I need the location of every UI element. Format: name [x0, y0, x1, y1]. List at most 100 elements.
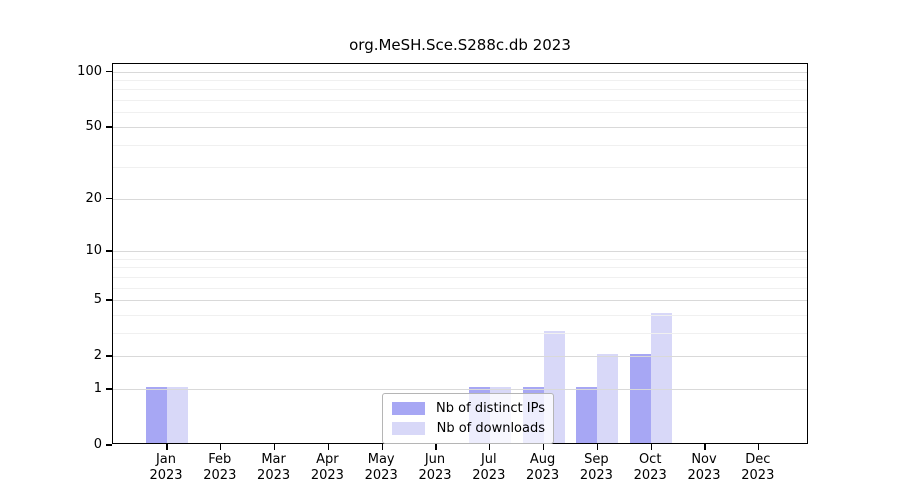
bar-downloads-sep [597, 354, 619, 443]
major-gridline [113, 71, 807, 73]
major-gridline [113, 300, 807, 302]
month-label: Jul [480, 452, 497, 467]
year-label: 2023 [472, 468, 506, 483]
x-axis-tick [381, 444, 383, 450]
y-axis-tick [106, 388, 112, 390]
x-tick-label-apr: Apr 2023 [297, 452, 357, 484]
month-label: Aug [529, 452, 556, 467]
x-tick-label-nov: Nov 2023 [674, 452, 734, 484]
y-axis-tick [106, 197, 112, 200]
month-label: Dec [745, 452, 771, 467]
x-axis-tick [596, 444, 599, 450]
grid-layer [113, 64, 807, 443]
y-axis-tick [106, 126, 112, 128]
legend-label-distinct-ips: Nb of distinct IPs [436, 401, 545, 416]
minor-gridline [113, 267, 807, 269]
x-tick-label-jan: Jan 2023 [136, 452, 196, 484]
legend-swatch-distinct-ips [392, 402, 425, 415]
plot-area: Nb of distinct IPs Nb of downloads [106, 63, 808, 450]
y-tick-label: 20 [85, 190, 102, 206]
legend-row-distinct-ips: Nb of distinct IPs [392, 400, 545, 417]
x-axis-tick [435, 444, 437, 450]
month-label: Oct [638, 452, 662, 467]
minor-gridline [113, 314, 807, 316]
year-label: 2023 [579, 468, 613, 483]
y-tick-label: 10 [85, 242, 102, 258]
year-label: 2023 [203, 468, 237, 483]
year-label: 2023 [418, 468, 452, 483]
minor-gridline [113, 80, 807, 82]
x-axis-tick [220, 444, 222, 450]
bar-downloads-oct [651, 312, 673, 443]
x-tick-label-jul: Jul 2023 [459, 452, 519, 484]
minor-gridline [113, 167, 807, 169]
month-label: Nov [691, 452, 717, 467]
month-label: Feb [208, 452, 232, 467]
y-tick-label: 0 [93, 437, 102, 452]
minor-gridline [113, 332, 807, 334]
y-tick-label: 100 [77, 63, 102, 79]
x-tick-label-sep: Sep 2023 [566, 452, 626, 484]
year-label: 2023 [257, 468, 291, 483]
month-label: Jun [424, 452, 446, 467]
x-tick-label-feb: Feb 2023 [190, 452, 250, 484]
minor-gridline [113, 287, 807, 289]
minor-gridline [113, 258, 807, 260]
major-gridline [113, 388, 807, 390]
minor-gridline [113, 100, 807, 102]
y-axis-tick [106, 444, 112, 446]
x-axis-tick [650, 444, 652, 450]
year-label: 2023 [633, 468, 667, 483]
month-label: Mar [261, 452, 286, 467]
year-label: 2023 [741, 468, 775, 483]
y-axis-tick [106, 250, 112, 252]
x-axis-tick [758, 444, 760, 450]
chart-title: org.MeSH.Sce.S288c.db 2023 [349, 36, 571, 54]
x-tick-label-jun: Jun 2023 [405, 452, 465, 484]
y-tick-label: 50 [85, 118, 102, 134]
month-label: Jan [155, 452, 177, 467]
bar-distinct-ips-sep [576, 386, 598, 443]
y-axis-tick [106, 355, 112, 357]
y-axis-tick [106, 70, 112, 73]
y-axis-tick [106, 299, 112, 301]
month-label: Sep [584, 452, 609, 467]
minor-gridline [113, 276, 807, 278]
x-axis-tick [273, 444, 276, 450]
bar-distinct-ips-jan [146, 386, 167, 443]
year-label: 2023 [310, 468, 344, 483]
month-label: May [367, 452, 395, 467]
month-label: Apr [316, 452, 339, 467]
minor-gridline [113, 89, 807, 91]
x-axis-tick [542, 444, 545, 450]
minor-gridline [113, 144, 807, 146]
year-label: 2023 [149, 468, 183, 483]
x-axis-tick [489, 444, 491, 450]
x-tick-label-mar: Mar 2023 [244, 452, 304, 484]
legend: Nb of distinct IPs Nb of downloads [382, 393, 554, 444]
bar-distinct-ips-oct [630, 354, 652, 443]
legend-label-downloads: Nb of downloads [436, 421, 545, 436]
x-tick-label-oct: Oct 2023 [620, 452, 680, 484]
legend-swatch-downloads [392, 422, 425, 435]
x-axis-tick [166, 444, 168, 450]
y-tick-label: 2 [93, 348, 102, 364]
major-gridline [113, 198, 807, 200]
y-tick-label: 5 [93, 292, 102, 308]
minor-gridline [113, 112, 807, 114]
x-axis-tick [327, 444, 330, 450]
x-tick-label-dec: Dec 2023 [728, 452, 788, 484]
major-gridline [113, 356, 807, 358]
major-gridline [113, 250, 807, 252]
year-label: 2023 [526, 468, 560, 483]
bar-downloads-jan [167, 386, 188, 443]
x-tick-label-may: May 2023 [351, 452, 411, 484]
legend-row-downloads: Nb of downloads [392, 420, 545, 437]
y-tick-label: 1 [93, 380, 102, 396]
x-tick-label-aug: Aug 2023 [513, 452, 573, 484]
year-label: 2023 [364, 468, 398, 483]
x-axis-tick [704, 444, 706, 450]
major-gridline [113, 126, 807, 128]
year-label: 2023 [687, 468, 721, 483]
